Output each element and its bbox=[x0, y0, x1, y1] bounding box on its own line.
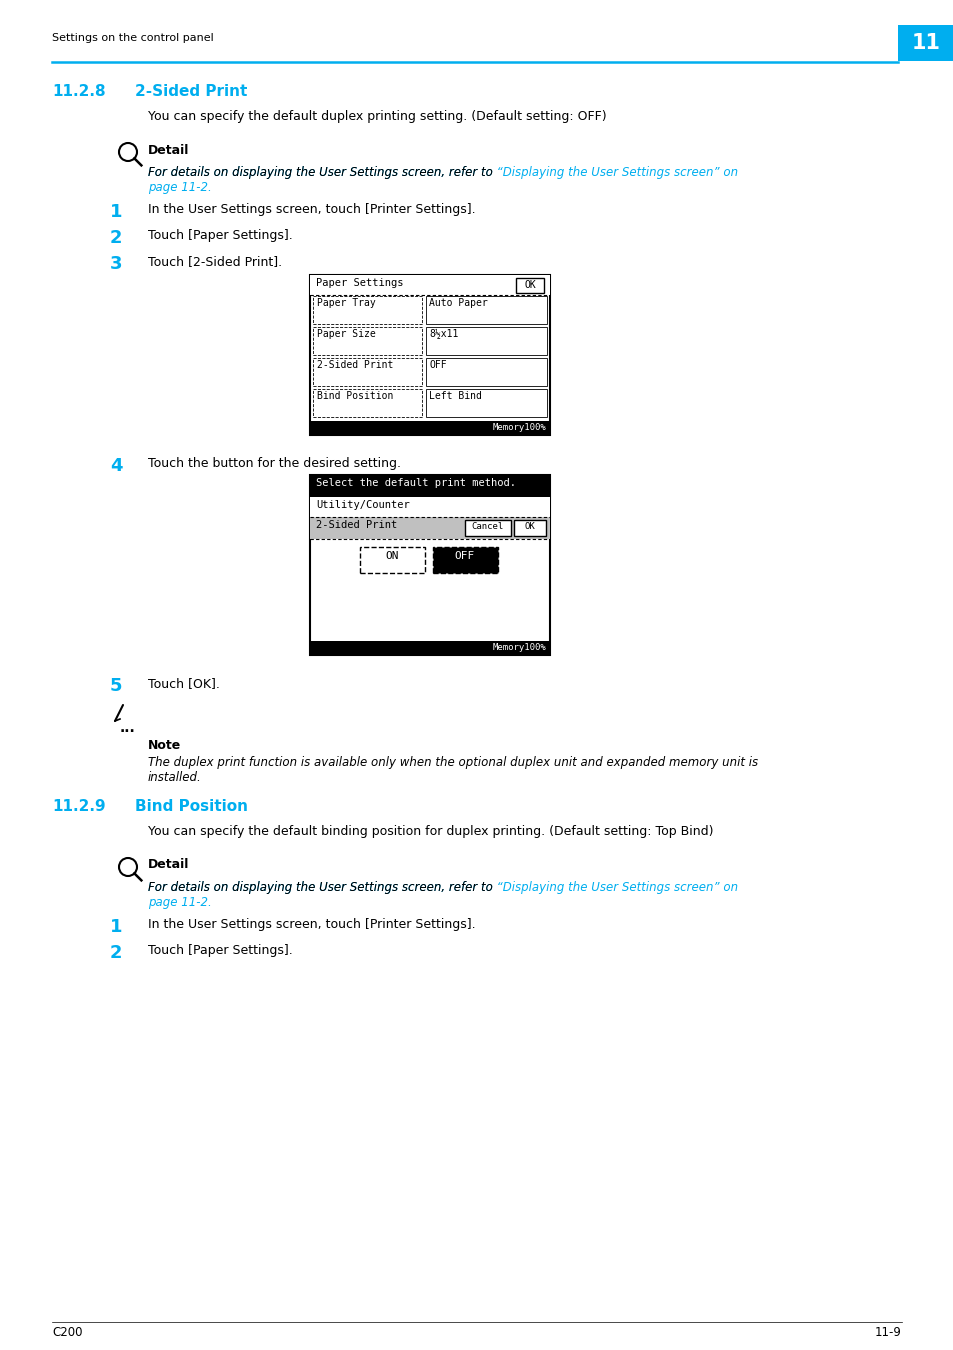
Bar bbox=[514, 520, 545, 536]
Text: page 11-2.: page 11-2. bbox=[148, 896, 212, 909]
Text: 2-Sided Print: 2-Sided Print bbox=[316, 360, 393, 370]
Text: Auto Paper: Auto Paper bbox=[429, 298, 487, 308]
Text: Memory100%: Memory100% bbox=[492, 423, 545, 432]
Bar bbox=[310, 641, 550, 655]
Text: For details on displaying the User Settings screen, refer to “Displaying the Use: For details on displaying the User Setti… bbox=[148, 882, 738, 894]
Text: 1: 1 bbox=[110, 918, 122, 936]
Bar bbox=[313, 327, 422, 355]
Bar bbox=[426, 327, 546, 355]
Text: ...: ... bbox=[120, 721, 135, 734]
Text: Utility/Counter: Utility/Counter bbox=[315, 500, 410, 510]
Text: Detail: Detail bbox=[148, 859, 190, 872]
Bar bbox=[313, 358, 422, 386]
Text: The duplex print function is available only when the optional duplex unit and ex: The duplex print function is available o… bbox=[148, 756, 758, 770]
Bar bbox=[359, 547, 424, 572]
Text: You can specify the default duplex printing setting. (Default setting: OFF): You can specify the default duplex print… bbox=[148, 109, 606, 123]
Bar bbox=[313, 296, 422, 324]
Bar bbox=[310, 275, 550, 296]
Text: 11.2.9: 11.2.9 bbox=[52, 799, 106, 814]
Text: 2-Sided Print: 2-Sided Print bbox=[315, 520, 396, 531]
Bar bbox=[426, 296, 546, 324]
Text: 1: 1 bbox=[110, 202, 122, 221]
Text: Paper Tray: Paper Tray bbox=[316, 298, 375, 308]
Bar bbox=[464, 520, 511, 536]
Text: Note: Note bbox=[148, 738, 181, 752]
Text: ON: ON bbox=[385, 551, 398, 562]
Text: In the User Settings screen, touch [Printer Settings].: In the User Settings screen, touch [Prin… bbox=[148, 202, 476, 216]
Text: Cancel: Cancel bbox=[472, 522, 503, 531]
Text: Paper Settings: Paper Settings bbox=[315, 278, 403, 288]
Bar bbox=[310, 275, 550, 435]
Bar bbox=[516, 278, 543, 293]
Text: Bind Position: Bind Position bbox=[316, 392, 393, 401]
Text: Settings on the control panel: Settings on the control panel bbox=[52, 32, 213, 43]
Text: Touch [Paper Settings].: Touch [Paper Settings]. bbox=[148, 230, 293, 242]
Bar bbox=[433, 547, 497, 572]
Text: 11.2.8: 11.2.8 bbox=[52, 84, 106, 99]
Text: 5: 5 bbox=[110, 676, 122, 695]
Bar bbox=[310, 475, 550, 497]
Text: Bind Position: Bind Position bbox=[135, 799, 248, 814]
Text: OFF: OFF bbox=[455, 551, 475, 562]
Text: 2: 2 bbox=[110, 230, 122, 247]
Text: C200: C200 bbox=[52, 1326, 82, 1339]
Text: 11: 11 bbox=[910, 32, 940, 53]
Text: Select the default print method.: Select the default print method. bbox=[315, 478, 516, 487]
Text: OK: OK bbox=[524, 522, 535, 531]
Bar bbox=[310, 517, 550, 539]
Text: 2: 2 bbox=[110, 944, 122, 963]
Bar bbox=[310, 475, 550, 655]
Text: In the User Settings screen, touch [Printer Settings].: In the User Settings screen, touch [Prin… bbox=[148, 918, 476, 932]
Text: OFF: OFF bbox=[429, 360, 446, 370]
Text: 4: 4 bbox=[110, 458, 122, 475]
Bar bbox=[313, 389, 422, 417]
Text: Touch [OK].: Touch [OK]. bbox=[148, 676, 219, 690]
Bar bbox=[310, 421, 550, 435]
Text: Left Bind: Left Bind bbox=[429, 392, 481, 401]
Text: For details on displaying the User Settings screen, refer to: For details on displaying the User Setti… bbox=[148, 882, 497, 894]
Text: 2-Sided Print: 2-Sided Print bbox=[135, 84, 247, 99]
Text: Paper Size: Paper Size bbox=[316, 329, 375, 339]
Text: installed.: installed. bbox=[148, 771, 201, 784]
Text: 11-9: 11-9 bbox=[874, 1326, 901, 1339]
Text: 8½x11: 8½x11 bbox=[429, 329, 458, 339]
Bar bbox=[310, 497, 550, 517]
Bar bbox=[426, 358, 546, 386]
Text: 3: 3 bbox=[110, 255, 122, 273]
Text: page 11-2.: page 11-2. bbox=[148, 181, 212, 194]
Text: Detail: Detail bbox=[148, 143, 190, 157]
Text: OK: OK bbox=[523, 279, 536, 290]
Bar bbox=[426, 389, 546, 417]
Text: Touch [2-Sided Print].: Touch [2-Sided Print]. bbox=[148, 255, 282, 269]
Text: Touch [Paper Settings].: Touch [Paper Settings]. bbox=[148, 944, 293, 957]
Text: Memory100%: Memory100% bbox=[492, 643, 545, 652]
Text: For details on displaying the User Settings screen, refer to: For details on displaying the User Setti… bbox=[148, 166, 497, 180]
Text: Touch the button for the desired setting.: Touch the button for the desired setting… bbox=[148, 458, 400, 470]
Text: For details on displaying the User Settings screen, refer to “Displaying the Use: For details on displaying the User Setti… bbox=[148, 166, 738, 180]
Bar bbox=[897, 26, 953, 61]
Text: You can specify the default binding position for duplex printing. (Default setti: You can specify the default binding posi… bbox=[148, 825, 713, 838]
